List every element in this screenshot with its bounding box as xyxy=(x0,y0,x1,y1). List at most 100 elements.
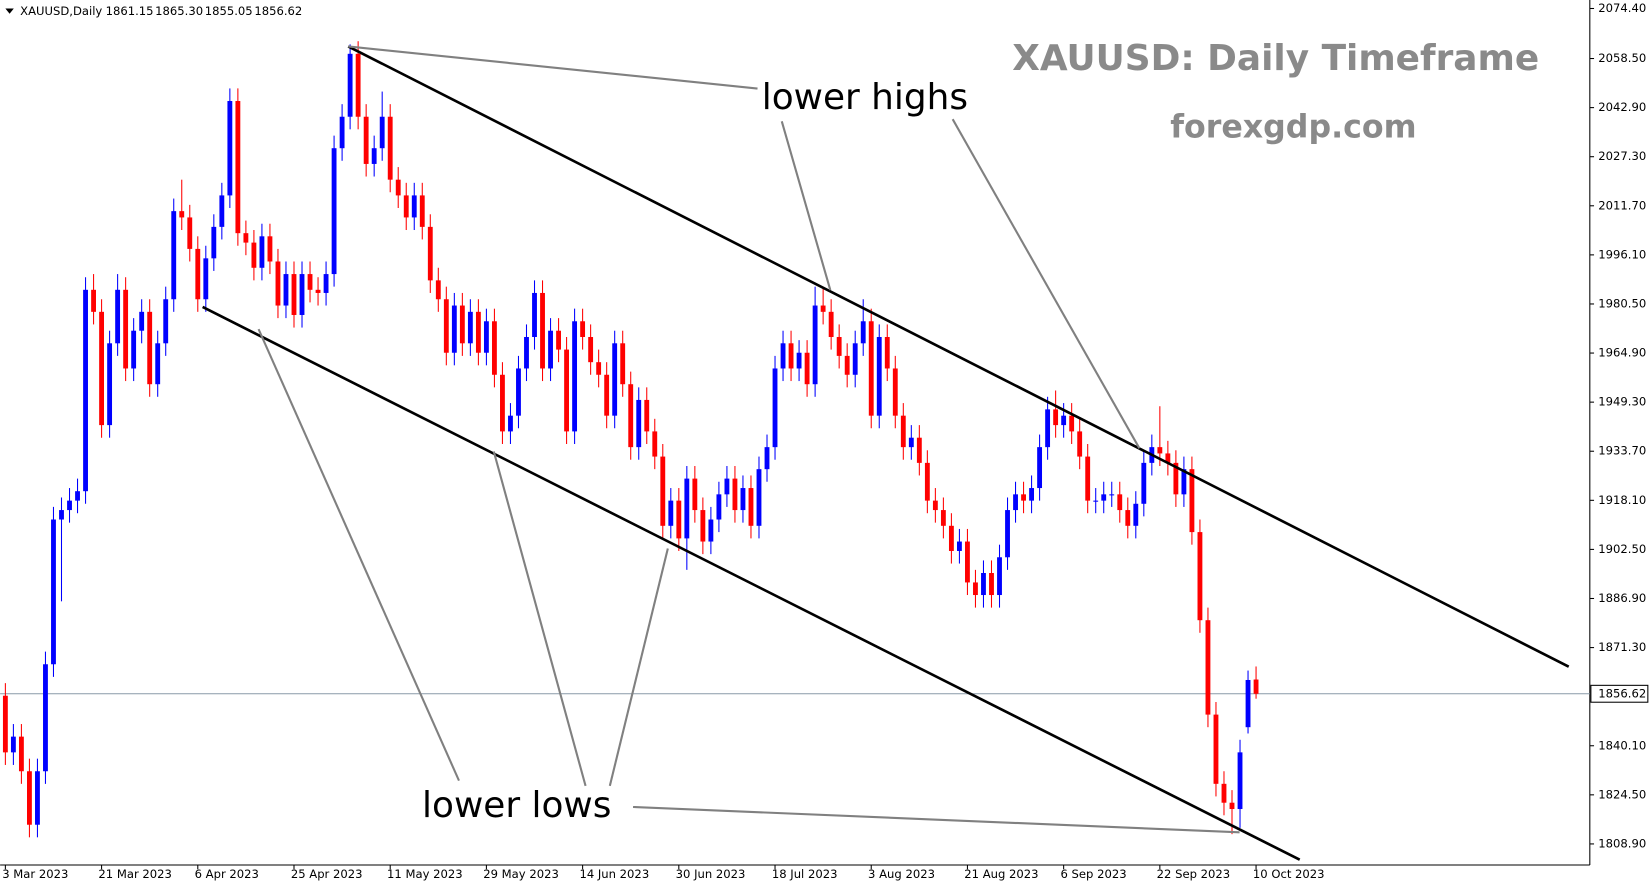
candle-body xyxy=(251,242,257,268)
candle-body xyxy=(636,399,642,448)
y-tick-label: 1824.50 xyxy=(1598,787,1646,801)
candle-body xyxy=(820,305,826,312)
x-tick-label: 21 Aug 2023 xyxy=(964,867,1038,881)
candle-body xyxy=(67,500,72,511)
candle-body xyxy=(932,500,938,511)
candle-body xyxy=(724,478,730,495)
candle-body xyxy=(227,101,233,196)
candle-body xyxy=(1077,431,1083,457)
candle-body xyxy=(748,488,754,526)
candle-body xyxy=(75,491,80,501)
candle-body xyxy=(500,374,505,432)
x-tick-label: 6 Apr 2023 xyxy=(195,867,259,881)
candle-body xyxy=(219,195,225,227)
pointer xyxy=(780,121,832,291)
candle-body xyxy=(700,510,706,542)
candle-body xyxy=(780,343,786,369)
candle-body xyxy=(51,519,56,665)
y-tick-label: 1871.30 xyxy=(1598,640,1646,654)
candle-body xyxy=(435,280,441,300)
candle-body xyxy=(940,510,946,526)
candle-body xyxy=(788,343,794,369)
candle-body xyxy=(475,311,481,353)
y-tick-label: 1933.70 xyxy=(1598,444,1646,458)
candle-body xyxy=(1245,679,1251,728)
candle-body xyxy=(147,311,153,385)
candle-body xyxy=(1173,462,1179,495)
x-tick-label: 29 May 2023 xyxy=(483,867,559,881)
x-tick-label: 3 Mar 2023 xyxy=(2,867,68,881)
candle-body xyxy=(1165,453,1171,463)
candle-body xyxy=(107,343,113,426)
pointer xyxy=(951,118,1141,449)
candle-body xyxy=(828,311,834,338)
symbol-label: XAUUSD,Daily xyxy=(20,4,102,18)
candle-body xyxy=(548,330,553,369)
candle-body xyxy=(443,299,449,353)
candle-body xyxy=(1045,409,1051,448)
candle-body xyxy=(1021,494,1026,501)
candle-body xyxy=(540,292,545,369)
candle-body xyxy=(876,337,882,416)
candle-body xyxy=(267,236,273,262)
y-tick-label: 1902.50 xyxy=(1598,542,1646,556)
candle-body xyxy=(203,258,209,300)
candle-body xyxy=(1229,802,1235,810)
candle-body xyxy=(556,330,561,350)
channel-lines xyxy=(202,45,1570,861)
header-value: 1856.62 xyxy=(254,4,302,18)
candle-body xyxy=(411,195,417,218)
candle-body xyxy=(852,343,858,375)
candle-body xyxy=(1085,456,1091,501)
candle-body xyxy=(740,488,746,511)
candle-body xyxy=(379,116,385,149)
x-tick-label: 11 May 2023 xyxy=(387,867,463,881)
annotation: lower lows xyxy=(422,785,611,826)
candle-body xyxy=(59,510,64,520)
candle-body xyxy=(588,337,594,363)
header-value: 1861.15 xyxy=(106,4,154,18)
candle-body xyxy=(243,233,249,243)
upper-trend-line xyxy=(347,45,1570,668)
y-tick-label: 1996.10 xyxy=(1598,247,1646,261)
candle-body xyxy=(1197,532,1203,621)
candle-body xyxy=(1013,494,1018,511)
candle-body xyxy=(395,179,401,196)
candle-body xyxy=(331,148,337,275)
y-tick-label: 1840.10 xyxy=(1598,738,1646,752)
candle-body xyxy=(1189,469,1195,533)
candle-body xyxy=(299,274,305,315)
candle-body xyxy=(18,736,24,772)
candle-body xyxy=(259,236,265,268)
candle-body xyxy=(371,148,377,164)
candle-body xyxy=(1061,415,1067,426)
candle-body xyxy=(844,355,850,375)
candle-body xyxy=(211,226,217,259)
candle-body xyxy=(2,695,8,753)
candle-body xyxy=(572,321,578,432)
candle-body xyxy=(604,374,610,416)
candle-body xyxy=(916,437,922,463)
candle-body xyxy=(620,343,626,385)
candle-body xyxy=(363,116,369,164)
candle-body xyxy=(1117,494,1123,511)
candle-body xyxy=(708,519,714,542)
candle-body xyxy=(1069,415,1075,432)
candle-body xyxy=(1037,447,1043,489)
candle-body xyxy=(1101,494,1107,501)
candle-body xyxy=(35,771,40,825)
candle-body xyxy=(732,478,738,511)
candle-body xyxy=(187,217,193,249)
last-price-box xyxy=(1590,684,1649,703)
candle-body xyxy=(195,248,201,300)
y-tick-label: 2058.50 xyxy=(1598,51,1646,65)
candle-body xyxy=(91,289,96,312)
candle-body xyxy=(347,53,353,117)
candle-body xyxy=(860,321,866,344)
candle-body xyxy=(532,292,537,338)
candle-body xyxy=(668,500,674,526)
candle-body xyxy=(403,195,409,218)
candle-body xyxy=(628,384,634,448)
